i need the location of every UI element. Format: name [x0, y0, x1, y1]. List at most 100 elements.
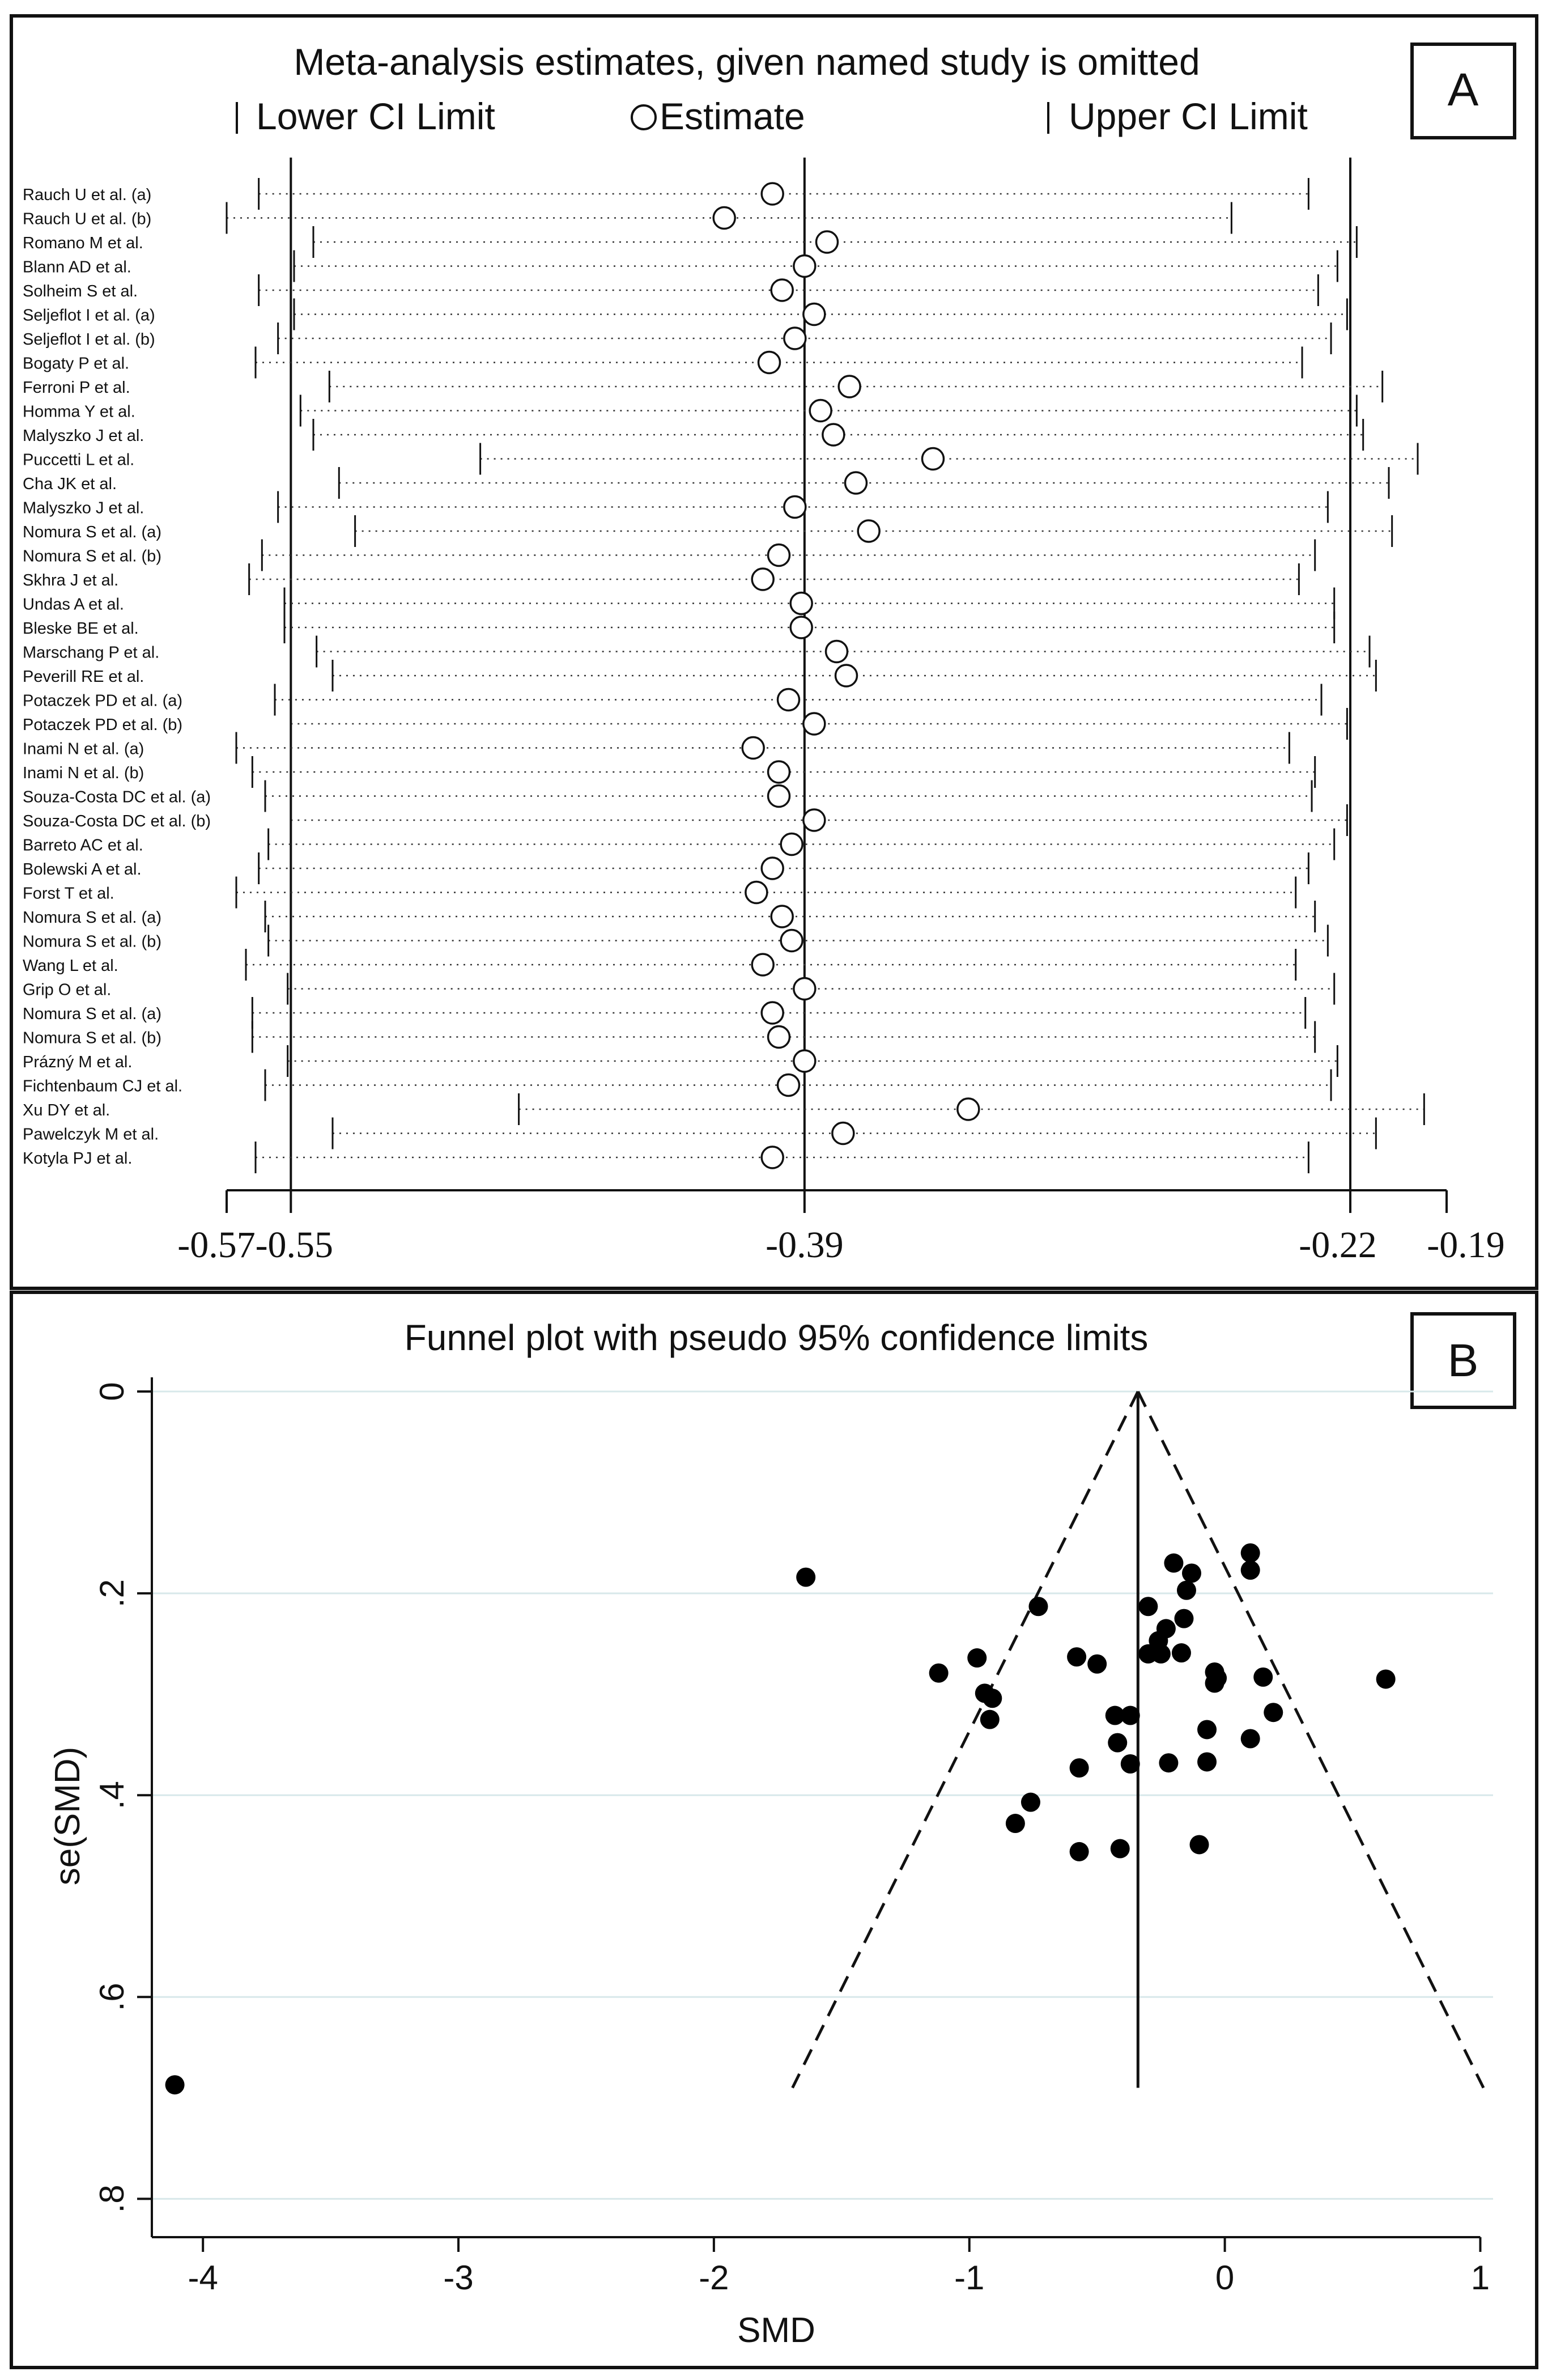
study-label: Nomura S et al. (a) [23, 523, 161, 541]
y-tick-label: 0 [93, 1382, 131, 1401]
study-label: Nomura S et al. (a) [23, 909, 161, 927]
study-point [1067, 1647, 1087, 1667]
study-label: Puccetti L et al. [23, 451, 134, 469]
study-label: Potaczek PD et al. (b) [23, 716, 182, 734]
study-point [1205, 1673, 1224, 1693]
study-point [1376, 1669, 1396, 1689]
estimate-marker [802, 808, 826, 832]
study-point [1110, 1839, 1130, 1859]
panel-b-label: B [1448, 1335, 1479, 1386]
study-label: Pawelczyk M et al. [23, 1126, 159, 1144]
panel-a-frame [10, 14, 1538, 1290]
study-label: Nomura S et al. (b) [23, 1029, 161, 1047]
estimate-marker [802, 712, 826, 736]
study-label: Nomura S et al. (a) [23, 1005, 161, 1023]
study-label: Kotyla PJ et al. [23, 1149, 132, 1168]
study-point [980, 1709, 1000, 1729]
estimate-marker [783, 495, 807, 519]
study-label: Solheim S et al. [23, 282, 138, 300]
estimate-marker [760, 856, 784, 880]
y-tick-label: .6 [93, 1983, 131, 2011]
study-point [1197, 1752, 1217, 1772]
study-point [1105, 1706, 1125, 1725]
study-label: Inami N et al. (a) [23, 740, 144, 758]
estimate-marker [824, 639, 849, 664]
study-label: Marschang P et al. [23, 644, 159, 662]
estimate-marker [789, 616, 813, 639]
panel-b-xlabel: SMD [737, 2311, 815, 2350]
estimate-marker [793, 977, 817, 1001]
estimate-marker [767, 784, 791, 808]
study-point [1181, 1563, 1201, 1583]
study-point [1005, 1814, 1025, 1834]
estimate-marker [760, 182, 784, 206]
estimate-marker [783, 326, 807, 350]
study-label: Nomura S et al. (b) [23, 548, 161, 566]
legend-estimate-marker [631, 104, 657, 130]
x-tick-label: -4 [188, 2259, 218, 2297]
study-point [1171, 1643, 1191, 1663]
estimate-marker [802, 302, 826, 326]
x-tick-label: -1 [954, 2259, 984, 2297]
panel-a-title: Meta-analysis estimates, given named stu… [294, 41, 1200, 83]
panel-b-frame [10, 1291, 1538, 2369]
estimate-marker [837, 375, 861, 398]
study-label: Seljeflot I et al. (b) [23, 330, 155, 349]
estimate-marker [789, 591, 813, 616]
estimate-marker [857, 519, 881, 543]
study-point [1189, 1835, 1209, 1855]
estimate-marker [809, 398, 832, 423]
x-tick-label: -0.55 [256, 1224, 333, 1266]
study-point [1087, 1654, 1107, 1674]
estimate-marker [741, 736, 765, 760]
estimate-marker [780, 928, 803, 953]
study-point [1174, 1609, 1194, 1628]
estimate-marker [757, 350, 781, 375]
estimate-marker [815, 230, 839, 254]
estimate-marker [844, 471, 868, 495]
panel-b-title: Funnel plot with pseudo 95% confidence l… [405, 1317, 1149, 1358]
x-tick-label: -0.22 [1299, 1224, 1376, 1266]
study-point [1120, 1706, 1140, 1725]
study-label: Romano M et al. [23, 234, 143, 252]
study-point [1159, 1753, 1179, 1773]
estimate-marker [780, 832, 803, 856]
legend-upper-label: Upper CI Limit [1069, 95, 1308, 137]
x-tick-label: -2 [699, 2259, 729, 2297]
study-point [1120, 1754, 1140, 1774]
study-point [1240, 1543, 1260, 1563]
study-label: Prázný M et al. [23, 1053, 132, 1071]
study-label: Xu DY et al. [23, 1101, 110, 1119]
funnel-left-limit [791, 1390, 1139, 2089]
x-tick-label: -3 [443, 2259, 473, 2297]
study-point [929, 1663, 949, 1683]
study-label: Bleske BE et al. [23, 620, 139, 638]
study-label: Rauch U et al. (b) [23, 210, 151, 228]
study-label: Bolewski A et al. [23, 860, 142, 879]
estimate-marker [767, 543, 791, 567]
legend-lower-label: Lower CI Limit [256, 95, 495, 137]
study-point [967, 1648, 987, 1668]
study-label: Skhra J et al. [23, 571, 118, 589]
x-tick-label: -0.19 [1427, 1224, 1504, 1266]
study-label: Forst T et al. [23, 885, 114, 903]
estimate-marker [793, 254, 817, 278]
study-point [1240, 1560, 1260, 1580]
study-label: Cha JK et al. [23, 475, 117, 493]
estimate-marker [921, 447, 945, 471]
study-label: Potaczek PD et al. (a) [23, 692, 182, 710]
study-label: Bogaty P et al. [23, 355, 129, 373]
y-tick-label: .4 [93, 1781, 131, 1809]
study-point [1176, 1580, 1196, 1600]
x-tick-label: -0.57 [177, 1224, 255, 1266]
estimate-marker [776, 688, 801, 712]
estimate-marker [831, 1121, 855, 1146]
study-label: Malyszko J et al. [23, 427, 144, 445]
study-point [1108, 1733, 1128, 1753]
study-label: Souza-Costa DC et al. (b) [23, 812, 211, 830]
y-tick-label: .2 [93, 1579, 131, 1607]
study-label: Souza-Costa DC et al. (a) [23, 788, 211, 807]
study-label: Fichtenbaum CJ et al. [23, 1077, 182, 1096]
study-label: Seljeflot I et al. (a) [23, 307, 155, 325]
study-point [1253, 1667, 1273, 1687]
